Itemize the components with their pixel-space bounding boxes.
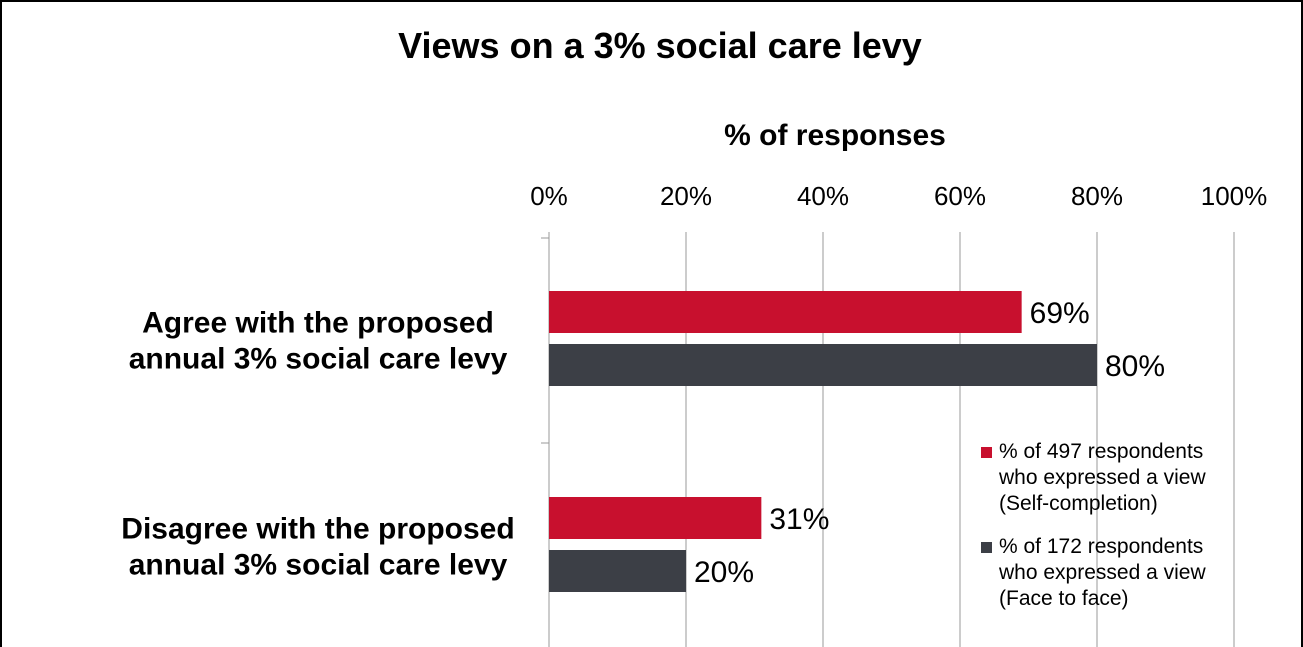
x-tick-label: 0% <box>530 181 568 211</box>
legend-label-line: (Self-completion) <box>999 492 1158 515</box>
data-labels: 69% 80% 31% 20% <box>694 297 1165 589</box>
x-tick-label: 100% <box>1201 181 1268 211</box>
bar <box>549 550 686 592</box>
category-label-line: annual 3% social care levy <box>129 343 508 376</box>
bar <box>549 291 1022 333</box>
data-label: 20% <box>694 556 754 589</box>
legend-label-line: who expressed a view <box>998 561 1206 584</box>
category-label: Agree with the proposed annual 3% social … <box>129 307 508 376</box>
data-label: 69% <box>1030 297 1090 330</box>
legend-swatch <box>981 542 992 553</box>
legend-label-line: % of 172 respondents <box>999 535 1203 558</box>
legend-swatch <box>981 447 992 458</box>
bar <box>549 344 1097 386</box>
x-tick-label: 60% <box>934 181 986 211</box>
bars <box>549 291 1097 592</box>
category-label: Disagree with the proposed annual 3% soci… <box>121 513 514 582</box>
legend-label-line: % of 497 respondents <box>999 440 1203 463</box>
x-tick-label: 20% <box>660 181 712 211</box>
category-label-line: Agree with the proposed <box>142 307 494 340</box>
legend-label-line: (Face to face) <box>999 587 1129 610</box>
legend: % of 497 respondents who expressed a view… <box>981 440 1206 610</box>
data-label: 31% <box>769 503 829 536</box>
x-tick-label: 80% <box>1071 181 1123 211</box>
category-label-line: Disagree with the proposed <box>121 513 514 546</box>
x-axis-title: % of responses <box>724 119 946 152</box>
data-label: 80% <box>1105 350 1165 383</box>
legend-label-line: who expressed a view <box>998 466 1206 489</box>
legend-label: % of 172 respondents who expressed a view… <box>998 535 1206 610</box>
x-axis-ticks: 0% 20% 40% 60% 80% 100% <box>530 181 1267 211</box>
bar <box>549 497 762 539</box>
legend-label: % of 497 respondents who expressed a view… <box>998 440 1206 515</box>
category-label-line: annual 3% social care levy <box>129 549 508 582</box>
x-tick-label: 40% <box>797 181 849 211</box>
category-labels: Agree with the proposed annual 3% social … <box>121 307 514 582</box>
chart-title: Views on a 3% social care levy <box>398 25 922 66</box>
